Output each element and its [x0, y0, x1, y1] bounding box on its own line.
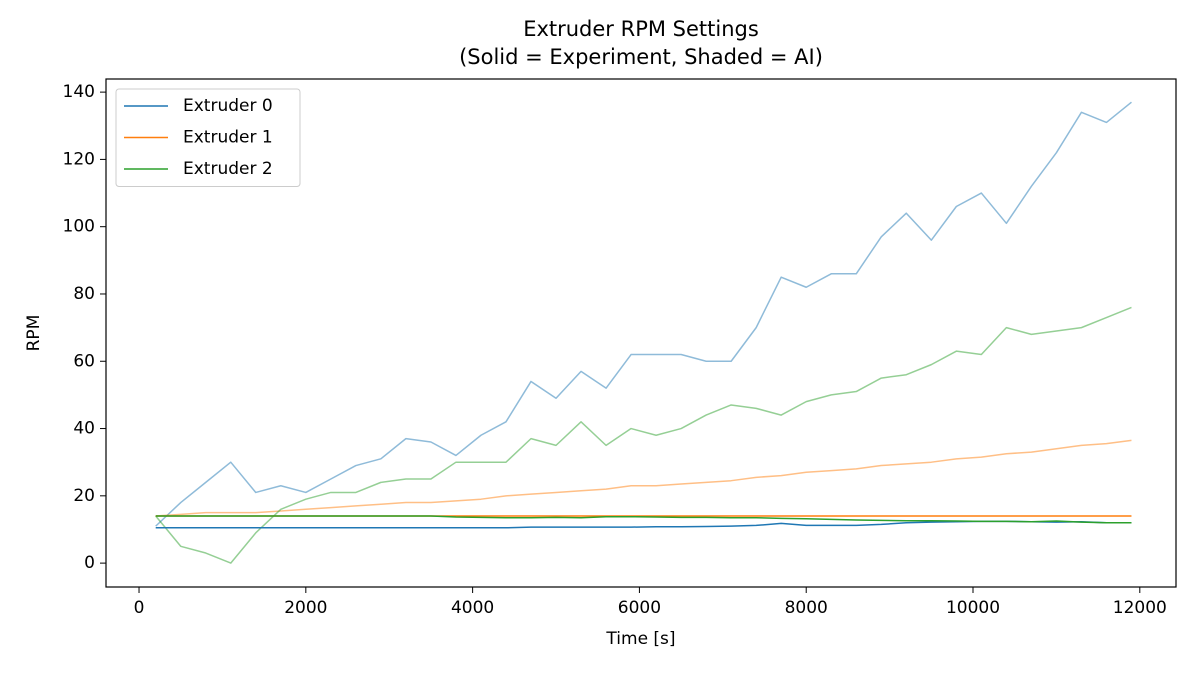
x-tick-label: 12000: [1113, 598, 1167, 618]
x-tick-label: 4000: [451, 598, 494, 618]
plot-frame: [105, 78, 1177, 588]
y-axis-label: RPM: [24, 315, 44, 352]
y-tick-label: 80: [73, 284, 95, 304]
legend-label: Extruder 2: [183, 159, 273, 179]
y-tick-label: 20: [73, 486, 95, 506]
y-tick-label: 100: [63, 217, 95, 237]
chart-title: Extruder RPM Settings: [523, 17, 759, 41]
series-line: [155, 439, 1132, 517]
x-axis-label: Time [s]: [605, 629, 675, 649]
y-tick-label: 40: [73, 419, 95, 439]
legend-box: [115, 88, 301, 187]
x-tick-label: 6000: [618, 598, 661, 618]
series-line: [155, 515, 1132, 524]
y-tick-label: 0: [84, 553, 95, 573]
x-tick-label: 0: [134, 598, 145, 618]
legend-label: Extruder 1: [183, 128, 273, 148]
x-tick-label: 8000: [785, 598, 828, 618]
y-tick-label: 140: [63, 82, 95, 102]
series-line: [155, 101, 1132, 527]
legend-label: Extruder 0: [183, 96, 273, 116]
series-line: [155, 306, 1132, 564]
x-tick-label: 2000: [284, 598, 327, 618]
y-tick-label: 120: [63, 149, 95, 169]
x-tick-label: 10000: [946, 598, 1000, 618]
y-tick-label: 60: [73, 351, 95, 371]
series-line: [155, 520, 1132, 529]
chart-subtitle: (Solid = Experiment, Shaded = AI): [459, 45, 823, 69]
